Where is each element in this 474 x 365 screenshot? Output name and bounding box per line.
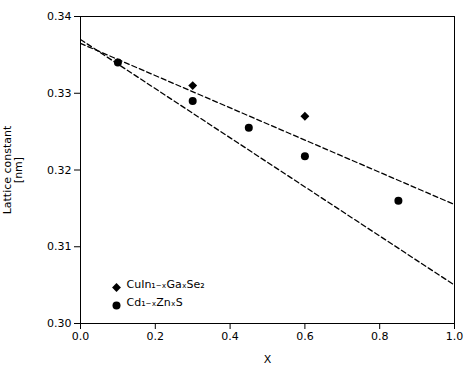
svg-text:CuIn₁₋ₓGaₓSe₂: CuIn₁₋ₓGaₓSe₂ bbox=[127, 278, 205, 291]
svg-text:0.4: 0.4 bbox=[221, 330, 239, 343]
svg-text:0.33: 0.33 bbox=[47, 87, 72, 100]
svg-text:0.32: 0.32 bbox=[47, 164, 72, 177]
svg-text:0.34: 0.34 bbox=[47, 10, 72, 23]
svg-text:Cd₁₋ₓZnₓS: Cd₁₋ₓZnₓS bbox=[127, 296, 183, 309]
svg-text:X: X bbox=[264, 353, 272, 365]
svg-text:0.31: 0.31 bbox=[47, 240, 72, 253]
svg-text:Lattice constant[nm]: Lattice constant[nm] bbox=[1, 125, 25, 214]
svg-text:0.2: 0.2 bbox=[147, 330, 165, 343]
svg-text:1.0: 1.0 bbox=[446, 330, 464, 343]
svg-text:0.30: 0.30 bbox=[47, 317, 72, 330]
svg-text:0.8: 0.8 bbox=[371, 330, 389, 343]
svg-text:0.0: 0.0 bbox=[72, 330, 90, 343]
svg-text:0.6: 0.6 bbox=[296, 330, 314, 343]
